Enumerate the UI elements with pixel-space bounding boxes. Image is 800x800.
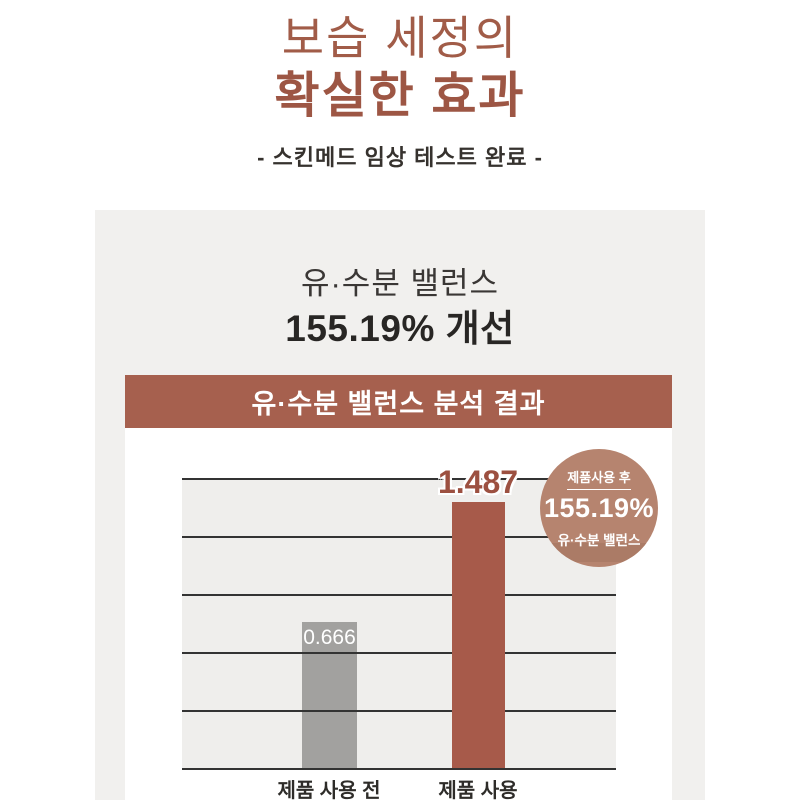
clinical-test-subtitle: - 스킨메드 임상 테스트 완료 - (257, 144, 543, 170)
page-title-line1: 보습 세정의 (281, 12, 519, 64)
result-panel: 유·수분 밸런스 155.19% 개선 유·수분 밸런스 분석 결과 0.666… (95, 210, 705, 800)
badge-bottom-label: 유·수분 밸런스 (557, 533, 641, 548)
bar-before-use (302, 622, 357, 768)
gridline (182, 652, 616, 654)
x-label-after-use: 제품 사용 (438, 780, 518, 800)
metric-value: 155.19% 개선 (285, 308, 515, 349)
metric-title: 유·수분 밸런스 (300, 266, 500, 301)
bar-value-after: 1.487 (437, 464, 519, 500)
badge-top-label: 제품사용 후 (567, 467, 631, 490)
bar-after-use (452, 502, 505, 768)
chart-title: 유·수분 밸런스 분석 결과 (251, 389, 546, 419)
page-title-line2: 확실한 효과 (274, 68, 526, 123)
badge-value: 155.19% (543, 493, 655, 523)
gridline (182, 536, 616, 538)
gridline (182, 710, 616, 712)
gridline (182, 478, 616, 480)
gridline (182, 594, 616, 596)
bar-value-before: 0.666 (303, 626, 356, 649)
badge-stripe (540, 543, 658, 562)
baseline-axis (182, 768, 616, 770)
x-label-before-use: 제품 사용 전 (277, 780, 381, 800)
improvement-badge: 제품사용 후 155.19% 유·수분 밸런스 (540, 449, 658, 567)
header: 보습 세정의 확실한 효과 - 스킨메드 임상 테스트 완료 - (0, 0, 800, 172)
chart-title-banner: 유·수분 밸런스 분석 결과 (125, 375, 672, 428)
chart-card: 0.666 1.487 제품 사용 전 제품 사용 제품사용 후 155.19%… (125, 428, 672, 800)
